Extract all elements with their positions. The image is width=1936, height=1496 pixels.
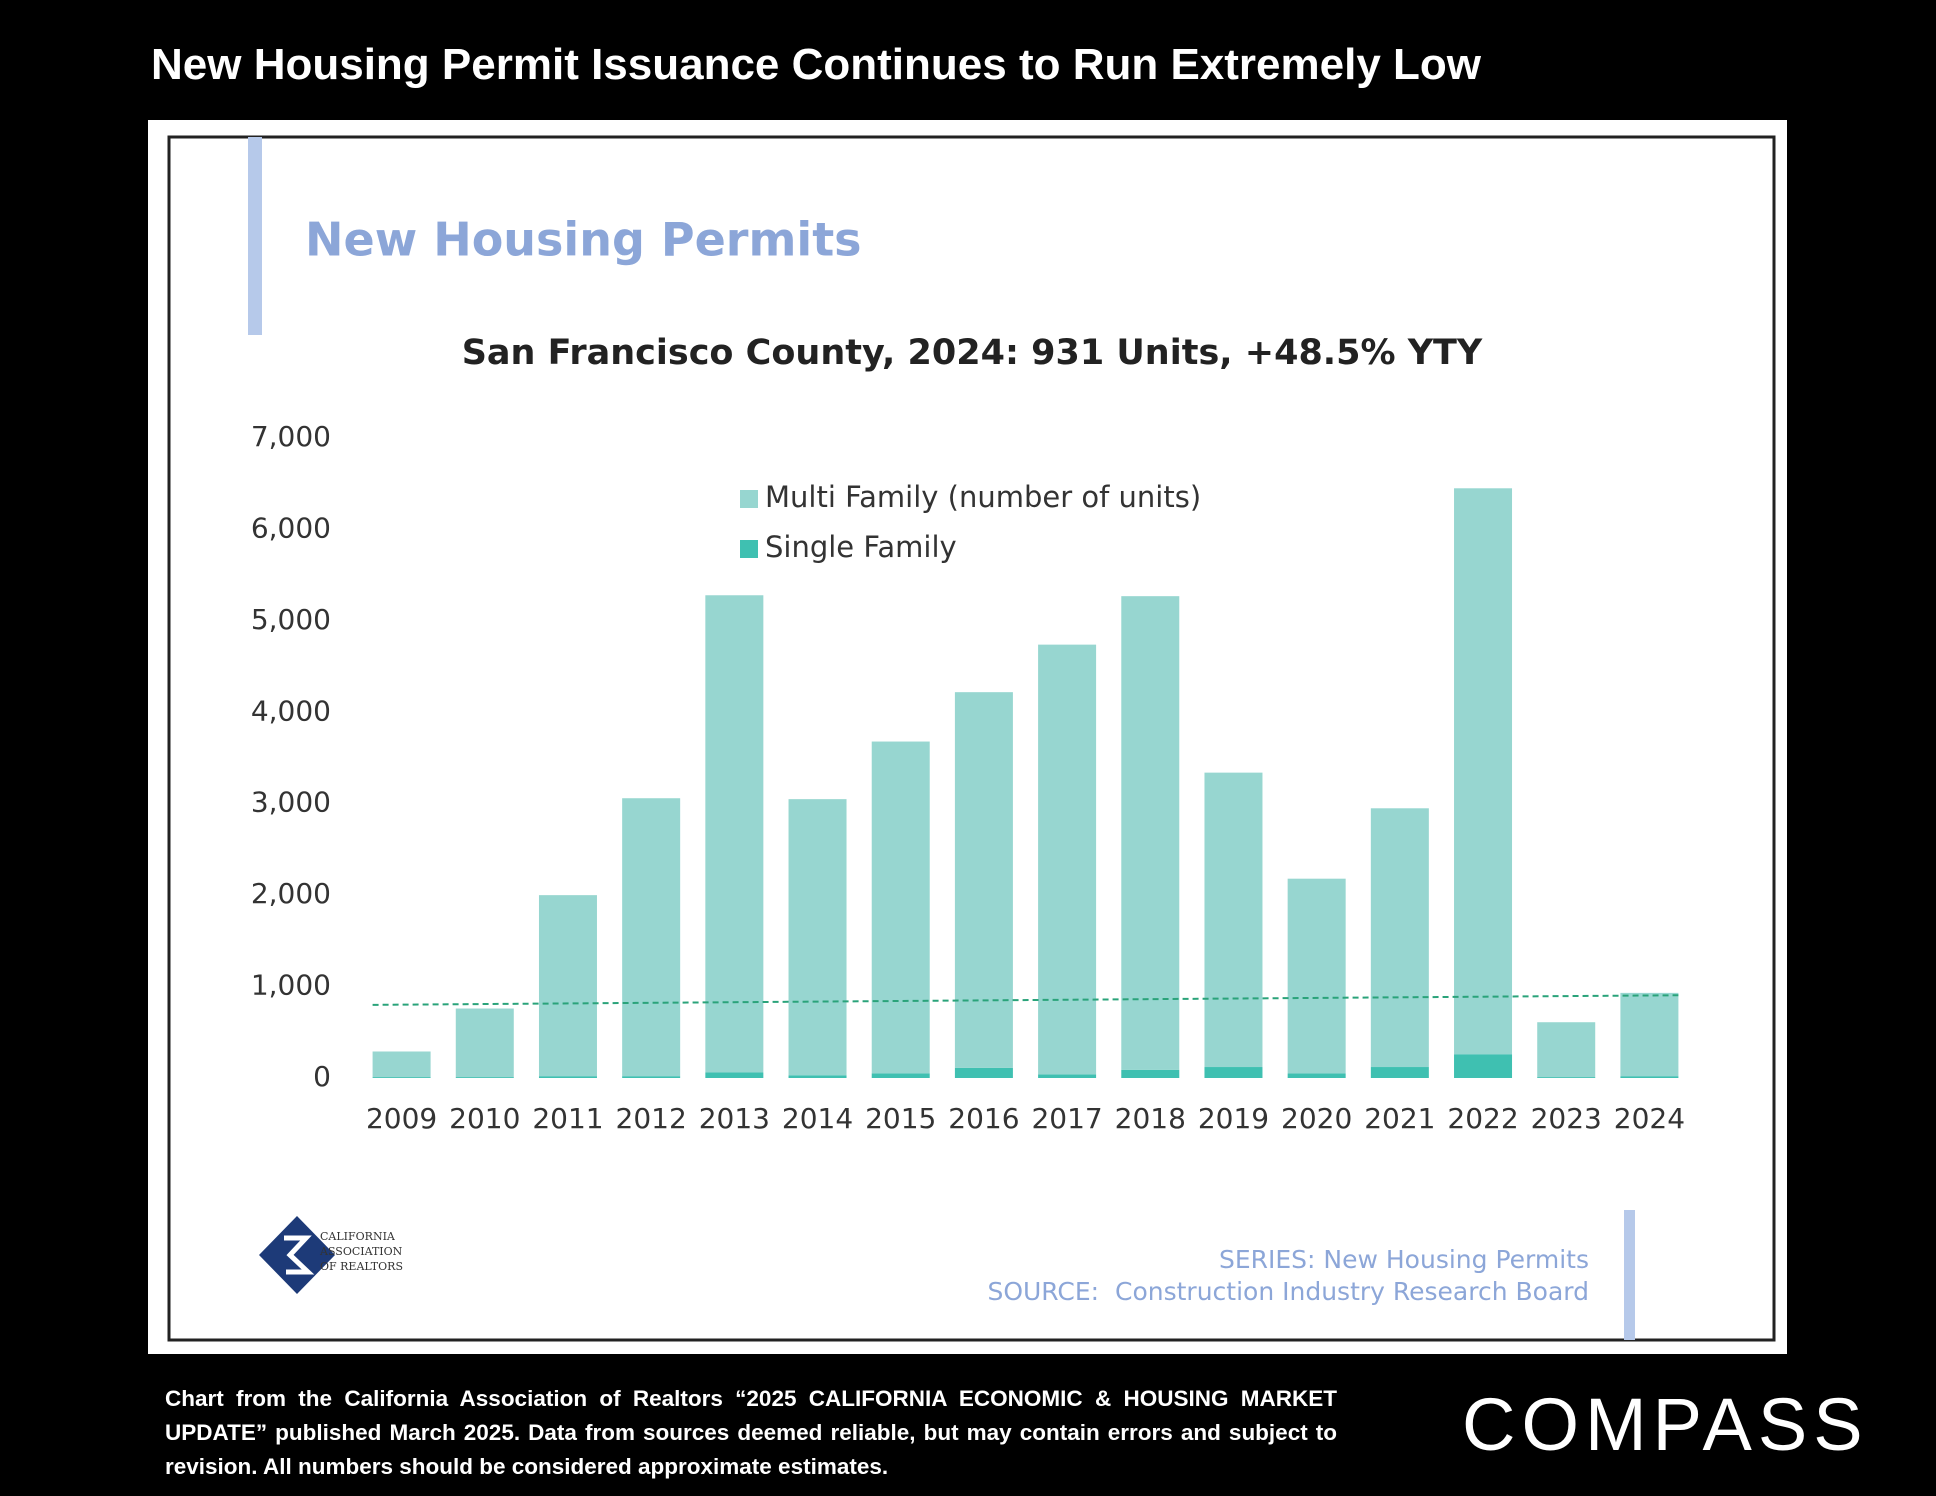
bar-segment (538, 895, 597, 1077)
legend-label: Multi Family (number of units) (765, 480, 1201, 514)
x-tick-label: 2011 (532, 1102, 603, 1135)
bar-segment (705, 1072, 764, 1078)
legend-label: Single Family (765, 530, 957, 564)
bar-segment (455, 1077, 514, 1078)
bar-segment (1038, 644, 1097, 1075)
chart-title: New Housing Permits (305, 213, 862, 267)
x-tick-label: 2013 (699, 1102, 770, 1135)
bar-segment (1620, 992, 1679, 1077)
x-tick-label: 2009 (366, 1102, 437, 1135)
x-tick-label: 2023 (1531, 1102, 1602, 1135)
y-tick-label: 7,000 (251, 420, 331, 453)
y-tick-label: 4,000 (251, 694, 331, 727)
bar-segment (622, 798, 681, 1077)
frame (167, 135, 1776, 1342)
logo-text: ASSOCIATION (319, 1245, 403, 1258)
x-tick-label: 2014 (782, 1102, 853, 1135)
x-tick-label: 2012 (616, 1102, 687, 1135)
logo-text: OF REALTORS (320, 1260, 403, 1273)
bar-segment (1038, 1074, 1097, 1078)
x-tick-label: 2020 (1281, 1102, 1352, 1135)
bar-segment (372, 1077, 431, 1078)
bar-segment (1287, 1073, 1346, 1078)
bar-segment (1121, 596, 1180, 1070)
y-tick-label: 1,000 (251, 969, 331, 1002)
y-tick-label: 2,000 (251, 877, 331, 910)
bar-segment (622, 1076, 681, 1078)
bar-segment (788, 799, 847, 1076)
bar-segment (1454, 488, 1513, 1055)
chart-subtitle: San Francisco County, 2024: 931 Units, +… (462, 333, 1483, 373)
bar-segment (455, 1008, 514, 1078)
x-tick-label: 2010 (449, 1102, 520, 1135)
brand: COMPASS (1462, 1383, 1869, 1466)
bar-segment (871, 1073, 930, 1078)
bar-segment (1287, 878, 1346, 1074)
trend-line (372, 994, 1679, 1006)
y-tick-label: 0 (313, 1060, 331, 1093)
x-tick-label: 2015 (865, 1102, 936, 1135)
legend-swatch (740, 490, 758, 508)
accent-bar (1624, 1210, 1635, 1340)
x-tick-label: 2021 (1364, 1102, 1435, 1135)
bar-segment (1537, 1077, 1596, 1078)
bar-segment (1121, 1069, 1180, 1078)
bar-segment (1204, 1067, 1263, 1078)
accent-bar (248, 137, 262, 335)
y-tick-label: 3,000 (251, 786, 331, 819)
x-tick-label: 2017 (1031, 1102, 1102, 1135)
bar-segment (1620, 1076, 1679, 1078)
bar-segment (372, 1051, 431, 1078)
y-tick-label: 6,000 (251, 511, 331, 544)
x-tick-label: 2016 (948, 1102, 1019, 1135)
bar-segment (538, 1076, 597, 1078)
x-tick-label: 2018 (1115, 1102, 1186, 1135)
bar-segment (1370, 1067, 1429, 1078)
x-tick-label: 2024 (1614, 1102, 1685, 1135)
bar-segment (705, 595, 764, 1073)
logo: CALIFORNIA ASSOCIATION OF REALTORS (259, 1216, 403, 1294)
bar-segment (954, 1067, 1013, 1078)
footnote: Chart from the California Association of… (165, 1386, 1337, 1479)
logo-text: CALIFORNIA (320, 1230, 396, 1243)
legend-swatch (740, 540, 758, 558)
bar-segment (1370, 808, 1429, 1068)
chart: New Housing Permits San Francisco County… (148, 120, 1787, 1354)
bar-segment (871, 741, 930, 1074)
x-tick-label: 2019 (1198, 1102, 1269, 1135)
bar-segment (1204, 772, 1263, 1068)
y-tick-label: 5,000 (251, 603, 331, 636)
series-note: SERIES: New Housing Permits (1219, 1245, 1589, 1274)
page-title: New Housing Permit Issuance Continues to… (151, 40, 1482, 89)
bar-segment (1537, 1022, 1596, 1078)
x-tick-label: 2022 (1447, 1102, 1518, 1135)
bar-segment (954, 692, 1013, 1068)
bar-segment (1454, 1054, 1513, 1078)
bar-segment (788, 1075, 847, 1078)
source-note: SOURCE: Construction Industry Research B… (987, 1277, 1589, 1306)
